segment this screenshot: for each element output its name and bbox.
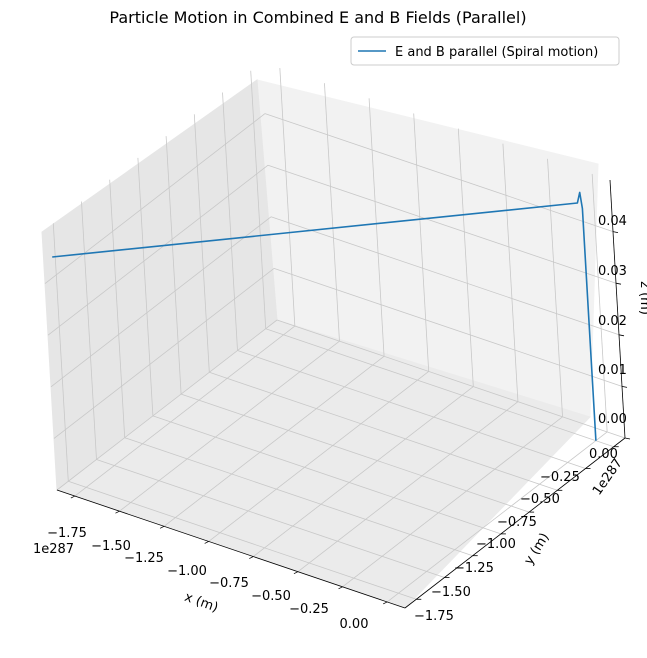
series-group bbox=[52, 191, 597, 441]
z-axis-line bbox=[609, 179, 626, 439]
x-tick-label: −1.25 bbox=[124, 551, 164, 566]
y-offset-label: 1e287 bbox=[590, 456, 626, 498]
y-gridline-wall bbox=[52, 223, 69, 482]
y-gridline-wall bbox=[165, 136, 182, 395]
y-tick-label: −0.25 bbox=[540, 470, 580, 485]
x-tick-label: −0.50 bbox=[251, 589, 291, 604]
y-tick-label: −1.00 bbox=[476, 537, 516, 552]
x-gridline-back bbox=[279, 68, 296, 327]
z-tick-label: 0.02 bbox=[598, 314, 627, 329]
y-gridline-wall bbox=[109, 179, 126, 438]
axis-lines bbox=[56, 179, 626, 609]
z-tick-mark bbox=[612, 231, 619, 233]
x-gridline-back bbox=[324, 83, 340, 342]
z-tick-mark bbox=[624, 437, 631, 440]
y-tick-label: −1.25 bbox=[454, 561, 494, 576]
chart-title: Particle Motion in Combined E and B Fiel… bbox=[109, 8, 526, 27]
z-tick-labels: 0.00 0.01 0.02 0.03 0.04 bbox=[598, 214, 627, 427]
y-tick-label: −0.75 bbox=[497, 515, 537, 530]
legend-frame bbox=[350, 36, 620, 66]
y-tick-label: −0.50 bbox=[520, 492, 560, 507]
z-gridline-back bbox=[264, 113, 614, 232]
z-tick-label: 0.00 bbox=[598, 412, 627, 427]
x-tick-label: −0.75 bbox=[209, 576, 249, 591]
x-tick-mark bbox=[159, 525, 165, 529]
z-gridline-wall bbox=[53, 268, 275, 439]
x-tick-mark bbox=[293, 571, 299, 575]
x-gridline-floor bbox=[386, 431, 608, 603]
z-gridline-back bbox=[276, 319, 626, 439]
y-gridline-floor bbox=[152, 415, 502, 535]
x-tick-label: −1.50 bbox=[91, 539, 131, 554]
x-tick-label: −1.75 bbox=[47, 526, 87, 541]
y-gridline-floor bbox=[68, 480, 417, 600]
x-tick-mark bbox=[382, 601, 388, 605]
x-axis-line bbox=[56, 489, 406, 609]
x-gridline-back bbox=[368, 98, 385, 357]
z-gridline-wall bbox=[47, 164, 269, 336]
tick-marks bbox=[70, 231, 631, 605]
x-tick-labels: −1.75 −1.50 −1.25 −1.00 −0.75 −0.50 −0.2… bbox=[47, 526, 368, 632]
y-axis-label: y (m) bbox=[521, 530, 552, 567]
z-tick-label: 0.04 bbox=[598, 214, 627, 229]
y-gridline-floor bbox=[209, 371, 558, 491]
z-tick-label: 0.01 bbox=[598, 363, 627, 378]
x-gridline-back bbox=[502, 143, 519, 402]
x-gridline-floor bbox=[208, 371, 429, 542]
x-gridline-floor bbox=[253, 386, 474, 557]
x-tick-mark bbox=[338, 586, 343, 590]
z-tick-label: 0.03 bbox=[598, 264, 627, 279]
z-gridline-back bbox=[270, 216, 620, 336]
x-gridline-back bbox=[457, 128, 474, 387]
z-tick-mark bbox=[621, 386, 628, 388]
z-gridline-wall bbox=[44, 113, 266, 284]
y-gridline-wall bbox=[137, 157, 154, 416]
y-tick-label: −1.75 bbox=[414, 609, 454, 624]
x-tick-label: −0.25 bbox=[289, 602, 329, 617]
x-gridline-floor bbox=[119, 340, 340, 512]
z-gridline-back bbox=[273, 268, 623, 387]
x-tick-mark bbox=[70, 495, 76, 499]
x-axis-label: x (m) bbox=[182, 590, 220, 616]
y-gridline-floor bbox=[96, 459, 445, 578]
z-tick-mark bbox=[618, 334, 625, 337]
x-tick-label: −1.00 bbox=[167, 564, 207, 579]
x-offset-label: 1e287 bbox=[33, 542, 74, 557]
x-gridline-floor bbox=[163, 355, 385, 527]
y-gridline-wall bbox=[81, 201, 97, 460]
gridlines bbox=[44, 68, 626, 603]
y-tick-label: 0.00 bbox=[589, 447, 618, 462]
legend: E and B parallel (Spiral motion) bbox=[350, 36, 620, 66]
x-gridline-floor bbox=[74, 325, 296, 497]
z-axis-label: z (m) bbox=[637, 281, 647, 315]
y-tick-labels: −1.75 −1.50 −1.25 −1.00 −0.75 −0.50 −0.2… bbox=[414, 447, 618, 624]
x-tick-mark bbox=[249, 556, 254, 559]
series-line-0 bbox=[52, 191, 597, 441]
x-tick-mark bbox=[115, 510, 120, 514]
z-gridline-back bbox=[267, 164, 617, 284]
y-gridline-floor bbox=[237, 350, 586, 469]
y-axis-line bbox=[404, 437, 626, 609]
x-gridline-back bbox=[547, 158, 563, 417]
legend-entry-label: E and B parallel (Spiral motion) bbox=[395, 45, 598, 60]
x-tick-mark bbox=[204, 541, 209, 544]
y-gridline-floor bbox=[124, 437, 473, 557]
x-gridline-back bbox=[591, 173, 608, 432]
x-tick-label: 0.00 bbox=[340, 617, 369, 632]
x-gridline-floor bbox=[342, 416, 563, 588]
y-gridline-wall bbox=[250, 70, 267, 329]
z-tick-mark bbox=[615, 282, 622, 285]
z-gridline-wall bbox=[50, 216, 272, 388]
y-gridline-floor bbox=[180, 393, 530, 513]
y-gridline-floor bbox=[265, 328, 614, 448]
y-gridline-wall bbox=[222, 92, 238, 351]
y-tick-label: −1.50 bbox=[431, 585, 471, 600]
y-gridline-wall bbox=[193, 114, 210, 373]
z-gridline-wall bbox=[56, 319, 278, 491]
x-gridline-floor bbox=[297, 401, 519, 573]
x-gridline-back bbox=[413, 113, 430, 372]
